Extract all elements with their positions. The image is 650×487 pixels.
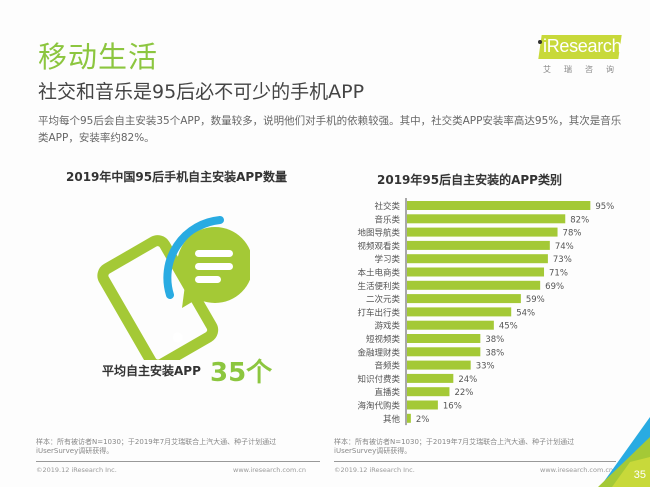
footer-url-right: www.iresearch.com.cn	[540, 466, 614, 474]
avg-value: 35个	[210, 358, 273, 388]
bar	[407, 334, 481, 343]
bar	[407, 240, 550, 250]
avg-label: 平均自主安装APP	[102, 364, 201, 378]
bar	[407, 254, 548, 264]
bar	[407, 400, 438, 410]
data-label: 2%	[416, 415, 430, 425]
category-label: 知识付费类	[357, 374, 400, 385]
bar	[407, 373, 454, 383]
category-label: 社交类	[374, 201, 400, 212]
logo-brand-cn: 艾瑞咨询	[543, 65, 627, 74]
category-label: 其他	[383, 414, 401, 425]
category-label: 视频观看类	[357, 241, 400, 252]
page-title: 移动生活	[38, 40, 159, 74]
data-label: 38%	[485, 335, 504, 345]
footer-copyright-left: ©2019.12 iResearch Inc.	[36, 466, 117, 474]
footer-url-left: www.iresearch.com.cn	[233, 466, 307, 474]
data-label: 82%	[570, 215, 589, 225]
bar	[407, 267, 545, 277]
bar	[407, 280, 541, 290]
bar	[407, 320, 494, 330]
data-label: 38%	[485, 348, 504, 358]
category-label: 打车出行类	[357, 307, 400, 318]
chart-title: 2019年95后自主安装的APP类别	[377, 173, 562, 187]
bar	[407, 347, 481, 357]
footer-note-left: 样本：所有被访者N=1030；于2019年7月艾瑞联合上汽大通、种子计划通过iU…	[36, 438, 277, 455]
data-label: 59%	[526, 295, 545, 305]
page-subtitle: 社交和音乐是95后必不可少的手机APP	[38, 81, 365, 103]
data-label: 54%	[516, 308, 535, 318]
category-label: 短视频类	[366, 334, 401, 345]
corner-decoration	[598, 417, 650, 487]
category-label: 音频类	[374, 361, 400, 372]
data-label: 78%	[563, 229, 582, 239]
data-label: 74%	[555, 242, 574, 252]
logo-dot	[538, 40, 542, 44]
left-panel-title: 2019年中国95后手机自主安装APP数量	[66, 170, 287, 184]
bar	[407, 294, 521, 304]
page-number: 35	[633, 469, 646, 481]
data-label: 24%	[458, 375, 477, 385]
category-label: 金融理财类	[357, 347, 400, 358]
category-label: 游戏类	[374, 321, 400, 332]
category-label: 生活便利类	[357, 281, 400, 292]
data-label: 95%	[595, 202, 614, 212]
category-label: 海淘代购类	[357, 401, 400, 412]
bar	[407, 227, 558, 237]
iresearch-logo: iResearch 艾瑞咨询	[537, 33, 632, 78]
bar-chart: 社交类 95% 音乐类 82% 地图导航类 78% 视频观看类 74% 学习类 73% 本土电商类 7…	[357, 198, 614, 426]
bar	[407, 360, 471, 370]
footer-divider-left	[36, 461, 320, 462]
bar	[407, 413, 411, 423]
bar	[407, 201, 591, 210]
bar	[407, 214, 566, 224]
data-label: 16%	[443, 402, 462, 412]
category-label: 二次元类	[366, 294, 401, 305]
logo-brand: iResearch	[543, 36, 622, 56]
category-label: 本土电商类	[357, 268, 400, 279]
data-label: 71%	[549, 269, 568, 279]
footer-note-right: 样本：所有被访者N=1030；于2019年7月艾瑞联合上汽大通、种子计划通过iU…	[334, 438, 575, 455]
description: 平均每个95后会自主安装35个APP，数量较多，说明他们对手机的依赖较强。其中，…	[38, 115, 622, 144]
bar	[407, 307, 512, 317]
data-label: 69%	[545, 282, 564, 292]
footer-divider-right	[334, 461, 616, 462]
data-label: 33%	[476, 362, 495, 372]
bar	[407, 387, 450, 397]
data-label: 45%	[499, 322, 518, 332]
data-label: 22%	[454, 388, 473, 398]
category-label: 音乐类	[374, 214, 400, 225]
category-label: 直播类	[374, 387, 400, 398]
footer-copyright-right: ©2019.12 iResearch Inc.	[334, 466, 415, 474]
phone-chat-icon	[90, 200, 253, 371]
data-label: 73%	[553, 255, 572, 265]
category-label: 地图导航类	[357, 228, 400, 239]
category-label: 学习类	[374, 254, 400, 265]
